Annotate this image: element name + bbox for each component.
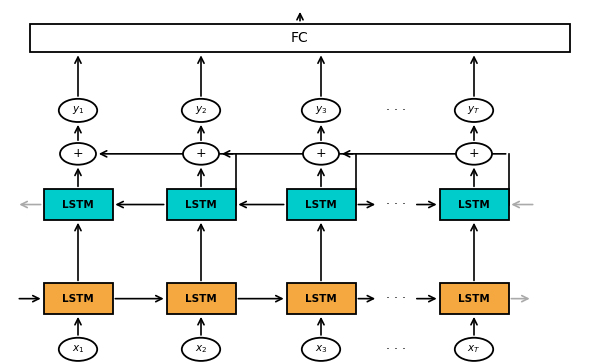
Text: FC: FC — [291, 31, 309, 45]
Text: $y_3$: $y_3$ — [315, 104, 327, 117]
FancyBboxPatch shape — [439, 283, 509, 314]
FancyBboxPatch shape — [30, 24, 570, 52]
Text: +: + — [196, 147, 206, 160]
Text: +: + — [316, 147, 326, 160]
FancyBboxPatch shape — [44, 189, 113, 220]
Text: +: + — [73, 147, 83, 160]
FancyBboxPatch shape — [167, 283, 235, 314]
Circle shape — [302, 99, 340, 122]
Circle shape — [182, 338, 220, 361]
Circle shape — [303, 143, 339, 165]
FancyBboxPatch shape — [287, 189, 355, 220]
Text: · · ·: · · · — [386, 292, 406, 305]
Text: $x_T$: $x_T$ — [467, 344, 481, 355]
Circle shape — [183, 143, 219, 165]
FancyBboxPatch shape — [439, 189, 509, 220]
Text: LSTM: LSTM — [185, 199, 217, 210]
Text: LSTM: LSTM — [305, 294, 337, 304]
Text: · · ·: · · · — [386, 198, 406, 211]
Text: LSTM: LSTM — [458, 294, 490, 304]
Circle shape — [455, 99, 493, 122]
Circle shape — [182, 99, 220, 122]
Text: LSTM: LSTM — [62, 199, 94, 210]
Circle shape — [302, 338, 340, 361]
Circle shape — [455, 338, 493, 361]
Circle shape — [60, 143, 96, 165]
Text: $x_3$: $x_3$ — [315, 344, 327, 355]
Text: LSTM: LSTM — [185, 294, 217, 304]
Text: LSTM: LSTM — [305, 199, 337, 210]
Text: $y_1$: $y_1$ — [72, 104, 84, 117]
Text: · · ·: · · · — [386, 104, 406, 117]
Text: LSTM: LSTM — [458, 199, 490, 210]
Text: LSTM: LSTM — [62, 294, 94, 304]
Circle shape — [59, 338, 97, 361]
Text: +: + — [469, 147, 479, 160]
FancyBboxPatch shape — [287, 283, 355, 314]
Circle shape — [59, 99, 97, 122]
Text: $x_1$: $x_1$ — [72, 344, 84, 355]
Circle shape — [456, 143, 492, 165]
FancyBboxPatch shape — [44, 283, 113, 314]
Text: · · ·: · · · — [386, 343, 406, 356]
FancyBboxPatch shape — [167, 189, 235, 220]
Text: $x_2$: $x_2$ — [195, 344, 207, 355]
Text: $y_2$: $y_2$ — [195, 104, 207, 117]
Text: $y_T$: $y_T$ — [467, 104, 481, 117]
